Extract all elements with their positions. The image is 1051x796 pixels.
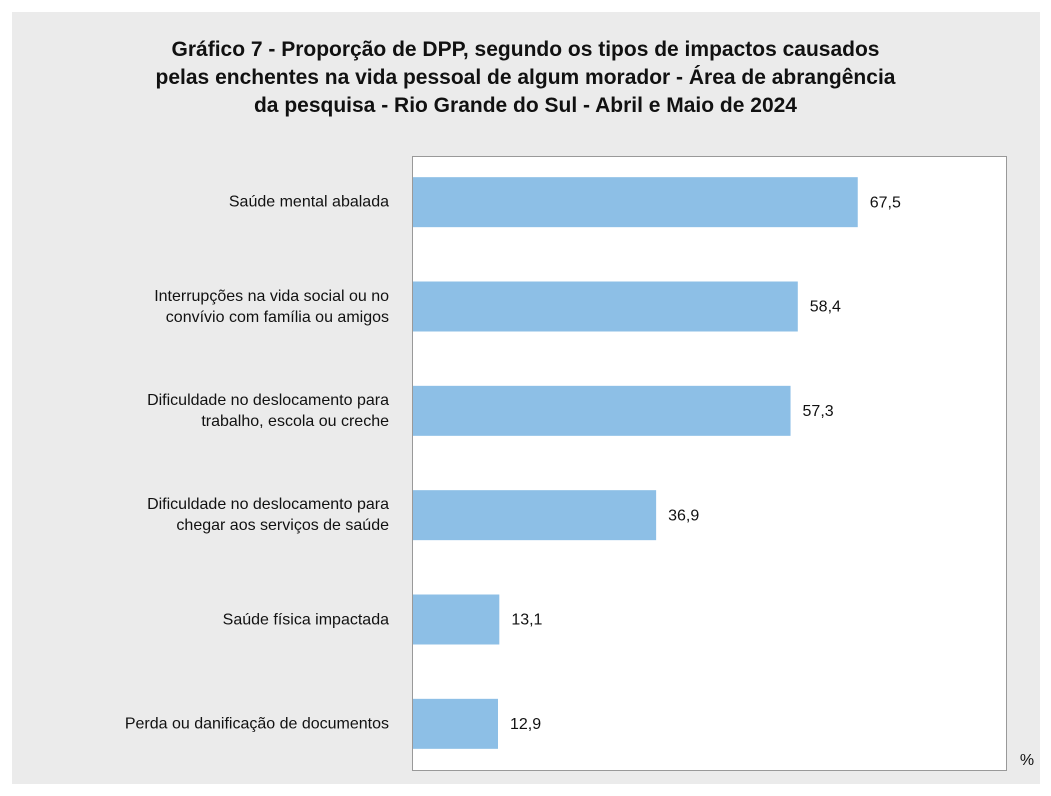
bar <box>413 385 791 436</box>
category-label: Saúde mental abalada <box>228 193 389 211</box>
value-label: 13,1 <box>511 612 542 629</box>
chart-title: Gráfico 7 - Proporção de DPP, segundo os… <box>155 38 896 117</box>
bar <box>413 281 798 332</box>
value-label: 36,9 <box>668 507 699 524</box>
bar <box>413 490 657 541</box>
category-label: Perda ou danificação de documentos <box>124 715 389 733</box>
value-label: 67,5 <box>870 194 901 211</box>
category-label: Interrupções na vida social ou no convív… <box>154 287 389 326</box>
value-label: 12,9 <box>510 716 541 733</box>
x-axis-label: % <box>1020 752 1034 769</box>
category-label: Dificuldade no deslocamento para chegar … <box>147 496 389 535</box>
bar <box>413 698 498 749</box>
value-label: 58,4 <box>810 299 841 316</box>
value-label: 57,3 <box>803 403 834 420</box>
category-label: Saúde física impactada <box>222 611 389 628</box>
plot-area <box>412 156 1007 771</box>
category-label: Dificuldade no deslocamento para trabalh… <box>147 391 389 430</box>
bar <box>413 177 858 228</box>
bar <box>413 594 500 645</box>
